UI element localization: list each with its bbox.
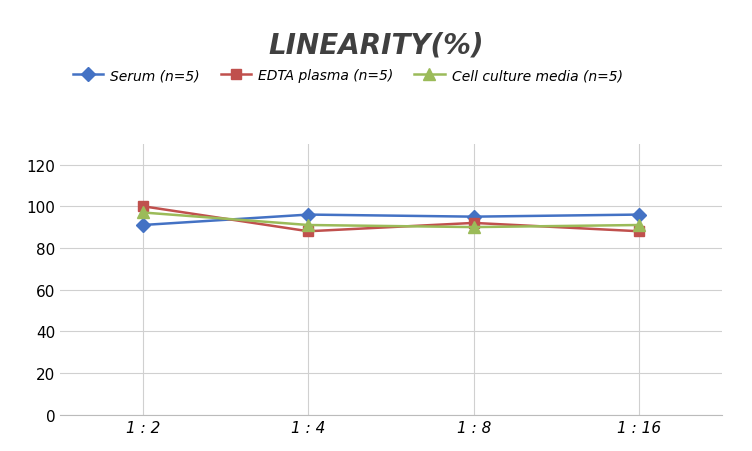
Line: Serum (n=5): Serum (n=5) xyxy=(138,210,644,230)
EDTA plasma (n=5) xyxy=(138,204,147,209)
Cell culture media (n=5) xyxy=(138,210,147,216)
Text: LINEARITY(%): LINEARITY(%) xyxy=(268,32,484,60)
Line: EDTA plasma (n=5): EDTA plasma (n=5) xyxy=(138,202,644,237)
Line: Cell culture media (n=5): Cell culture media (n=5) xyxy=(138,207,644,233)
Serum (n=5) xyxy=(635,212,644,218)
Cell culture media (n=5) xyxy=(469,225,478,230)
Legend: Serum (n=5), EDTA plasma (n=5), Cell culture media (n=5): Serum (n=5), EDTA plasma (n=5), Cell cul… xyxy=(67,64,628,89)
Serum (n=5) xyxy=(469,215,478,220)
Serum (n=5) xyxy=(304,212,313,218)
EDTA plasma (n=5) xyxy=(469,221,478,226)
Serum (n=5) xyxy=(138,223,147,228)
Cell culture media (n=5) xyxy=(635,223,644,228)
Cell culture media (n=5) xyxy=(304,223,313,228)
EDTA plasma (n=5) xyxy=(304,229,313,235)
EDTA plasma (n=5) xyxy=(635,229,644,235)
